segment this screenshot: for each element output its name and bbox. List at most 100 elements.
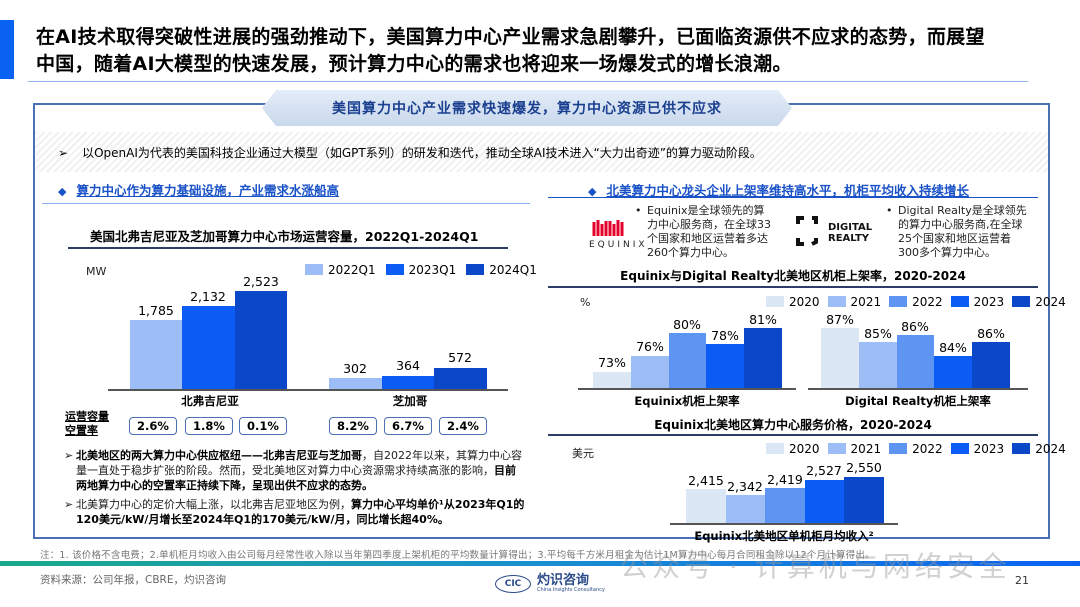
vacancy-pill: 6.7%: [384, 417, 432, 435]
bar-label: 2,132: [190, 289, 226, 304]
vacancy-pill: 8.2%: [329, 417, 377, 435]
bar-dlr-2024: [972, 342, 1010, 388]
capacity-chart-title: 美国北弗吉尼亚及芝加哥算力中心市场运营容量，2022Q1-2024Q1: [90, 229, 479, 244]
banner-text: 美国算力中心产业需求快速爆发，算力中心资源已供不应求: [332, 101, 722, 117]
legend-item-2024: 2024: [1012, 442, 1066, 456]
bar-price-2023: [805, 480, 844, 523]
category-label-chicago: 芝加哥: [392, 394, 428, 408]
arrow-bullet-icon: ➢: [58, 146, 69, 160]
bar-equinix-2020: [593, 372, 631, 388]
bar-dlr-2022: [897, 335, 934, 388]
bar-label: 2,550: [846, 460, 882, 475]
vacancy-pill: 2.4%: [439, 417, 487, 435]
bar-equinix-2021: [631, 356, 669, 388]
bar-label: 302: [343, 361, 367, 376]
page-number: 21: [1015, 574, 1029, 587]
bar-label: 84%: [939, 340, 967, 355]
legend-item-2024: 2024: [1012, 295, 1066, 309]
vacancy-pill: 0.1%: [239, 417, 287, 435]
headline-divider: [28, 81, 1028, 82]
intro-background: [36, 132, 1048, 172]
price-legend: 2020 2021 2022 2023 2024: [766, 442, 1066, 456]
equinix-description: • Equinix是全球领先的算力中心服务商，在全球33个国家和地区运营着多达26…: [635, 204, 771, 259]
legend-item-2021: 2021: [827, 295, 881, 309]
equinix-occupancy-axis: [578, 388, 796, 390]
price-bar-chart: 2,415 2,342 2,419 2,527 2,550: [686, 460, 886, 523]
occupancy-chart-title: Equinix与Digital Realty北美地区机柜上架率，2020-202…: [620, 269, 966, 283]
bar-chi-2024q1: [434, 368, 487, 390]
intro-statement: ➢ 以OpenAI为代表的美国科技企业通过大模型（如GPT系列）的研发和迭代，推动…: [58, 144, 762, 161]
section-banner: 美国算力中心产业需求快速爆发，算力中心资源已供不应求: [262, 90, 792, 126]
bar-label: 2,523: [243, 274, 279, 289]
left-heading-divider: [42, 203, 530, 204]
bullet-vacancy-trend: ➢ 北美地区的两大算力中心供应枢纽——北弗吉尼亚与芝加哥，自2022年以来，其算…: [64, 449, 522, 492]
legend-item-2024q1: 2024Q1: [466, 263, 537, 277]
cic-logo: CIC 灼识咨询 China Insights Consultancy: [495, 574, 605, 593]
bullet-pricing-trend: ➢ 北美算力中心的定价大幅上涨，以北弗吉尼亚地区为例，算力中心平均单价¹从202…: [64, 498, 525, 526]
capacity-legend: 2022Q1 2023Q1 2024Q1: [305, 263, 537, 277]
footer-divider: [0, 561, 1080, 566]
vacancy-pill: 2.6%: [129, 417, 177, 435]
bar-nva-2023q1: [182, 306, 235, 390]
occupancy-legend: 2020 2021 2022 2023 2024: [766, 295, 1066, 309]
bar-price-2024: [844, 477, 884, 523]
bar-price-2021: [726, 495, 765, 523]
capacity-chart-title-rule: [68, 247, 508, 249]
diamond-bullet-icon: ◆: [58, 185, 67, 198]
price-title-rule: [548, 434, 1038, 436]
legend-item-2023: 2023: [950, 295, 1004, 309]
price-x-axis: [670, 523, 898, 525]
equinix-occupancy-bars: 73% 76% 80% 78% 81%: [593, 310, 783, 388]
price-x-label: Equinix北美地区单机柜月均收入²: [694, 529, 874, 543]
bar-label: 1,785: [138, 303, 174, 318]
diamond-bullet-icon: ◆: [588, 185, 597, 198]
bar-equinix-2024: [744, 328, 782, 388]
bar-equinix-2022: [669, 333, 706, 388]
bar-price-2020: [686, 489, 726, 523]
category-label-nva: 北弗吉尼亚: [181, 394, 239, 408]
legend-item-2022q1: 2022Q1: [305, 263, 376, 277]
dlr-occupancy-label: Digital Realty机柜上架率: [845, 394, 991, 408]
headline-line-1: 在AI技术取得突破性进展的强劲推动下，美国算力中心产业需求急剧攀升，已面临资源供…: [36, 26, 985, 48]
digital-realty-logo-icon: [796, 216, 820, 246]
right-heading-divider: [548, 197, 1038, 198]
arrow-bullet-icon: ➢: [64, 449, 74, 462]
bar-label: 364: [396, 358, 420, 373]
bar-label: 85%: [864, 326, 892, 341]
bar-label: 2,527: [806, 463, 842, 478]
equinix-wordmark: EQUINIX: [589, 240, 648, 250]
legend-item-2020: 2020: [766, 295, 820, 309]
bar-label: 86%: [901, 319, 929, 334]
title-accent-bar: [0, 20, 14, 79]
dlr-occupancy-axis: [808, 388, 1028, 390]
bar-nva-2024q1: [235, 291, 287, 390]
equinix-occupancy-label: Equinix机柜上架率: [634, 394, 740, 408]
bar-label: 80%: [673, 317, 701, 332]
bar-label: 2,415: [688, 473, 724, 488]
capacity-bar-chart: 1,785 2,132 2,523 302 364 572: [110, 270, 510, 390]
bar-label: 78%: [711, 328, 739, 343]
bar-dlr-2023: [934, 356, 972, 388]
right-heading-text: 北美算力中心龙头企业上架率维持高水平，机柜平均收入持续增长: [606, 183, 969, 198]
cic-mark-icon: CIC: [495, 574, 531, 593]
digital-realty-occupancy-bars: 87% 85% 86% 84% 86%: [821, 310, 1011, 388]
bar-label: 87%: [826, 312, 854, 327]
headline-line-2: 中国，随着AI大模型的快速发展，预计算力中心的需求也将迎来一场爆发式的增长浪潮。: [36, 53, 792, 75]
source-note: 资料来源：公司年报，CBRE，灼识咨询: [40, 574, 226, 586]
bar-label: 81%: [749, 312, 777, 327]
bar-label: 86%: [977, 326, 1005, 341]
digital-realty-wordmark: DIGITAL REALTY: [828, 222, 873, 244]
wechat-watermark: 公众号 · 计算机与网络安全: [620, 550, 1011, 583]
legend-item-2021: 2021: [827, 442, 881, 456]
capacity-unit-label: MW: [86, 265, 107, 278]
right-section-heading: ◆ 北美算力中心龙头企业上架率维持高水平，机柜平均收入持续增长: [588, 180, 969, 199]
legend-item-2023q1: 2023Q1: [385, 263, 456, 277]
bar-dlr-2020: [821, 328, 859, 388]
bar-nva-2022q1: [130, 320, 182, 390]
arrow-bullet-icon: ➢: [64, 498, 74, 511]
bar-dlr-2021: [859, 342, 897, 388]
digital-realty-description: • Digital Realty是全球领先的算力中心服务商,在全球25个国家和地区…: [886, 204, 1027, 259]
bar-label: 2,342: [727, 479, 763, 494]
equinix-logo-icon: [590, 218, 632, 238]
page-headline: 在AI技术取得突破性进展的强劲推动下，美国算力中心产业需求急剧攀升，已面临资源供…: [36, 24, 1056, 78]
